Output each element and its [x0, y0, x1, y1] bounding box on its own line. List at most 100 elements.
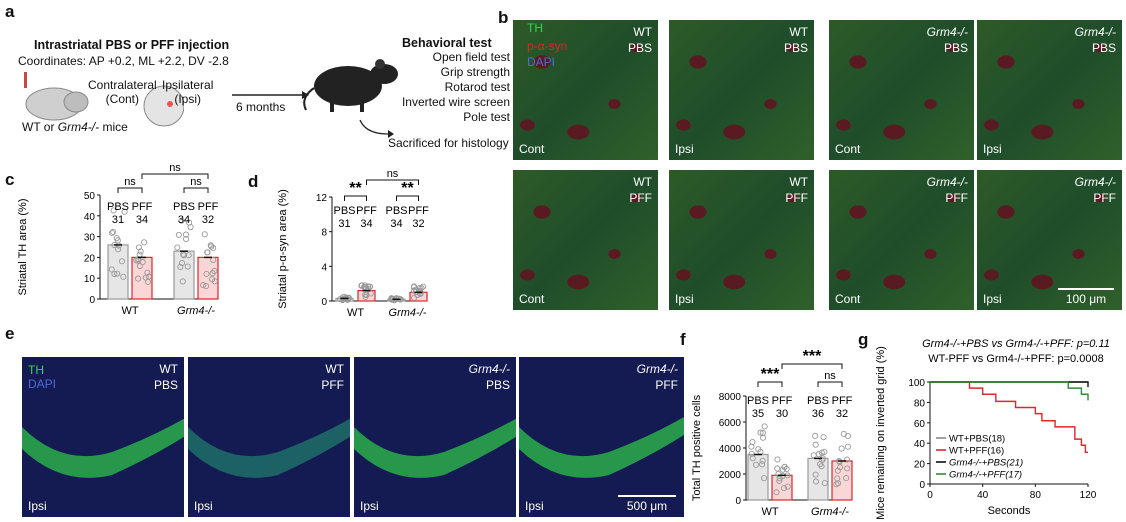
treatment-label: PFF — [198, 201, 219, 213]
tile-treatment: PFF — [1093, 191, 1116, 205]
data-point — [776, 477, 783, 485]
tile-genotype: Grm4-/- — [636, 362, 678, 376]
data-point — [361, 284, 368, 291]
x-tick-label: 120 — [1080, 490, 1097, 501]
e-legend-dapi: DAPI — [28, 377, 57, 391]
tile-genotype: WT — [159, 362, 178, 376]
n-label: 30 — [776, 408, 788, 420]
tile-side: Ipsi — [983, 142, 1002, 156]
n-label: 31 — [338, 218, 350, 230]
data-point — [136, 262, 143, 270]
y-axis-label: Striatal TH area (%) — [17, 199, 29, 296]
data-point — [758, 461, 766, 468]
bar — [131, 256, 153, 300]
sig-bracket-wt — [344, 195, 367, 201]
behavioral-test-list: Open field test Grip strength Rotarod te… — [392, 50, 510, 125]
treatment-label: PFF — [832, 395, 853, 407]
tile-genotype: Grm4-/- — [926, 175, 968, 189]
panel-label-e: e — [5, 324, 15, 343]
data-point — [137, 248, 144, 255]
coordinates-text: Coordinates: AP +0.2, ML +2.2, DV -2.8 — [18, 54, 229, 68]
data-point — [109, 229, 116, 237]
data-point — [844, 443, 851, 450]
y-tick-label: 40 — [914, 439, 926, 450]
data-point — [781, 463, 788, 470]
data-point — [178, 217, 185, 224]
data-point — [812, 478, 820, 485]
data-point — [201, 231, 208, 238]
data-point — [182, 231, 190, 238]
data-point — [759, 457, 766, 464]
tile-side: Ipsi — [360, 499, 379, 513]
timeline-arrow — [232, 91, 309, 99]
sig-bracket-grm4-label: ** — [401, 180, 414, 197]
tile-treatment: PFF — [629, 191, 652, 205]
sig-bracket-grm4 — [817, 381, 843, 387]
tile-genotype: WT — [789, 175, 808, 189]
y-tick-label: 60 — [914, 419, 926, 430]
treatment-label: PBS — [747, 395, 769, 407]
data-point — [135, 244, 142, 251]
mouse-icon — [303, 59, 398, 112]
n-label: 34 — [136, 214, 148, 226]
data-point — [120, 273, 127, 280]
y-tick-label: 12 — [316, 193, 328, 204]
chart-g: Grm4-/-+PBS vs Grm4-/-+PFF: p=0.11 WT-PFF… — [875, 338, 1110, 520]
y-tick-label: 0 — [321, 297, 327, 308]
mice-label: WT or Grm4-/- mice — [22, 120, 128, 134]
sacrifice-arrow — [359, 119, 394, 138]
legend-entry: WT+PBS(18) — [949, 434, 1005, 445]
sacrificed-label: Sacrificed for histology — [388, 136, 509, 150]
series-line — [930, 381, 1089, 401]
data-point — [108, 266, 115, 273]
data-point — [419, 283, 427, 290]
sig-bracket-wt-label: ns — [124, 176, 136, 188]
data-point — [185, 219, 193, 226]
sig-bracket-pff-label: *** — [803, 348, 822, 365]
data-point — [833, 481, 840, 488]
tile-side: Cont — [519, 292, 545, 306]
data-point — [114, 270, 121, 277]
tile-treatment: PFF — [321, 378, 344, 392]
data-point — [820, 434, 827, 441]
brain-diagram — [24, 72, 184, 127]
data-point — [818, 449, 825, 456]
data-point — [810, 452, 817, 459]
data-point — [141, 239, 148, 246]
group-label: WT — [121, 305, 138, 317]
n-label: 31 — [112, 214, 124, 226]
panel-label-f: f — [680, 330, 686, 349]
legend-psyn: p-α-syn — [527, 39, 568, 53]
data-point — [784, 483, 791, 490]
data-point — [844, 465, 851, 472]
data-point — [836, 458, 843, 465]
data-point — [178, 259, 186, 267]
data-point — [761, 475, 768, 482]
tile-side: Cont — [835, 142, 861, 156]
data-point — [184, 263, 191, 270]
legend-entry: WT+PFF(16) — [949, 446, 1004, 457]
treatment-label: PBS — [807, 395, 829, 407]
data-point — [114, 237, 121, 244]
tile-genotype: Grm4-/- — [1074, 25, 1116, 39]
treatment-label: PFF — [408, 205, 429, 217]
sig-bracket-pff-label: ns — [169, 162, 181, 174]
y-tick-label: 30 — [84, 233, 96, 244]
data-point — [209, 276, 216, 283]
treatment-label: PBS — [333, 205, 355, 217]
data-point — [210, 245, 217, 252]
treatment-label: PFF — [132, 201, 153, 213]
tile-side: Ipsi — [194, 499, 213, 513]
n-label: 32 — [412, 218, 424, 230]
data-point — [761, 423, 768, 430]
data-point — [411, 294, 418, 301]
data-point — [144, 278, 152, 285]
y-axis-label: Mice remaining on inverted grid (%) — [875, 346, 887, 520]
sig-bracket-wt-label: *** — [761, 366, 780, 383]
y-tick-label: 50 — [84, 191, 96, 202]
y-tick-label: 8000 — [719, 392, 742, 403]
data-point — [812, 441, 819, 448]
data-point — [757, 429, 764, 436]
data-point — [210, 256, 217, 263]
